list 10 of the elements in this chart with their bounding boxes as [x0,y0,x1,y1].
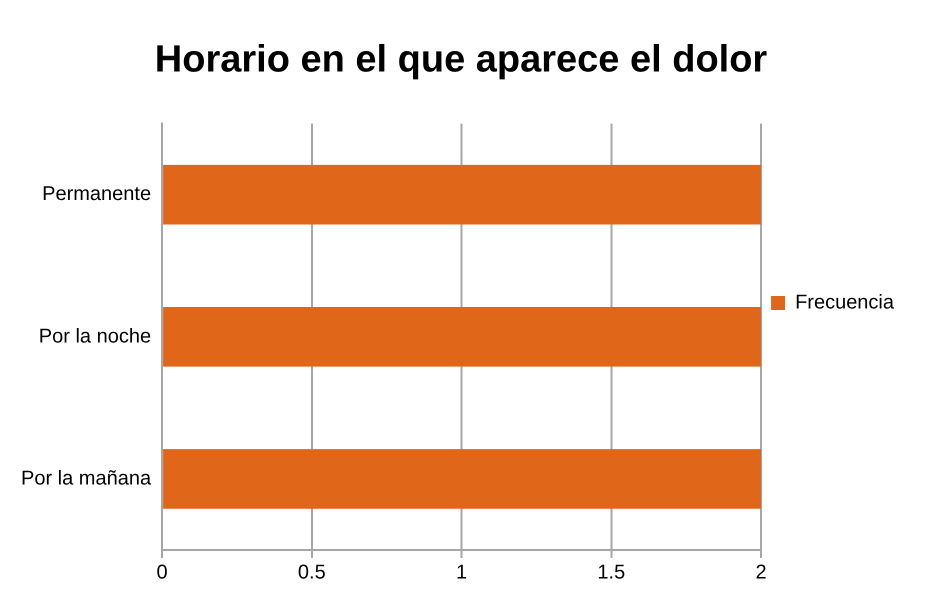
legend-label: Frecuencia [795,292,895,314]
x-tick-label: 1.5 [597,562,626,584]
x-tick-label: 0.5 [298,562,326,584]
y-tick-label: Por la noche [38,325,152,348]
x-tick-label: 2 [756,562,767,584]
chart-title: Horario en el que aparece el dolor [154,38,768,80]
y-tick-label: Permanente [42,183,152,206]
y-tick-label: Por la mañana [21,467,152,490]
x-tick-label: 0 [156,562,168,584]
x-tick-label: 1 [456,562,468,584]
